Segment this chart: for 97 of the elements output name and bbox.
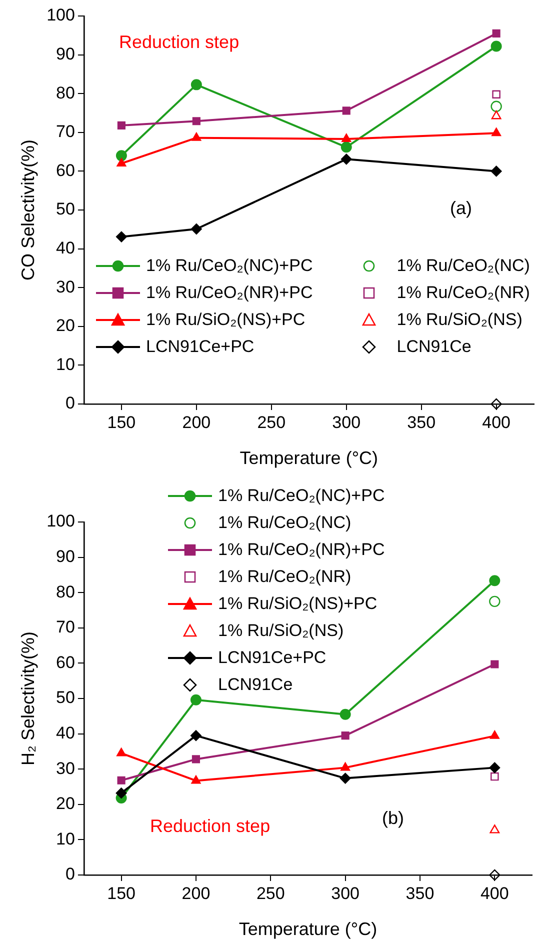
point <box>340 142 352 153</box>
point <box>192 755 200 764</box>
legend-label: 1% Ru/CeO₂(NC) <box>218 512 352 532</box>
point <box>190 224 202 235</box>
x-tick-label: 150 <box>107 884 136 903</box>
point <box>190 694 202 706</box>
y-tick-label: 10 <box>56 829 75 848</box>
x-tick-label: 300 <box>332 412 361 432</box>
x-tick-label: 250 <box>257 412 286 432</box>
x-axis-title: Temperature (°C) <box>240 448 378 468</box>
x-axis-title: Temperature (°C) <box>238 919 378 940</box>
point <box>190 730 202 742</box>
legend-label: 1% Ru/SiO₂(NS) <box>396 310 522 330</box>
y-tick-label: 90 <box>56 44 75 64</box>
point <box>191 775 201 784</box>
y-tick-label: 100 <box>46 6 75 25</box>
annotation: Reduction step <box>119 32 240 53</box>
point <box>340 772 351 784</box>
point <box>490 100 502 112</box>
x-tick-label: 350 <box>407 412 436 432</box>
legend-label: 1% Ru/SiO₂(NS)+PC <box>146 310 306 330</box>
point <box>192 132 202 141</box>
point <box>489 762 500 774</box>
point <box>492 90 500 99</box>
y-tick-label: 30 <box>56 277 75 296</box>
legend-label: LCN91Ce <box>218 674 293 694</box>
legend-label: LCN91Ce+PC <box>146 336 254 356</box>
y-tick-label: 70 <box>56 618 75 637</box>
y-axis-title: H₂ Selectivity(%) <box>18 631 38 766</box>
point <box>489 869 500 881</box>
point <box>490 660 499 668</box>
y-tick-label: 40 <box>56 723 75 742</box>
point <box>490 166 502 177</box>
point <box>490 398 502 410</box>
y-tick-label: 80 <box>56 83 75 102</box>
point <box>342 106 350 115</box>
point <box>489 596 500 608</box>
legend-label: 1% Ru/CeO₂(NC)+PC <box>146 256 313 276</box>
y-tick-label: 50 <box>56 200 75 219</box>
annotation: Reduction step <box>150 816 270 837</box>
y-tick-label: 20 <box>56 794 75 814</box>
y-tick-label: 0 <box>65 864 75 884</box>
y-tick-label: 10 <box>56 354 75 374</box>
point <box>116 150 127 162</box>
point <box>491 110 502 120</box>
y-tick-label: 50 <box>56 688 75 708</box>
y-tick-label: 0 <box>65 394 75 413</box>
point <box>490 824 500 834</box>
x-tick-label: 400 <box>482 412 510 432</box>
point <box>192 117 200 126</box>
annotation: (a) <box>450 198 472 219</box>
point <box>340 154 352 165</box>
x-tick-label: 200 <box>182 412 211 432</box>
point <box>116 158 126 166</box>
point <box>491 128 502 136</box>
point <box>490 772 499 781</box>
legend-label: 1% Ru/SiO₂(NS) <box>218 620 344 640</box>
legend-label: LCN91Ce+PC <box>218 648 326 668</box>
y-tick-label: 20 <box>56 316 75 336</box>
legend-label: 1% Ru/CeO₂(NC) <box>396 256 530 276</box>
legend-label: 1% Ru/CeO₂(NR)+PC <box>146 282 313 302</box>
point <box>116 231 127 242</box>
x-tick-label: 300 <box>331 884 360 903</box>
annotation: (b) <box>382 808 404 829</box>
point <box>190 79 202 90</box>
point <box>341 732 350 740</box>
point <box>490 730 500 739</box>
y-axis-title: CO Selectivity(%) <box>18 139 38 281</box>
legend-label: 1% Ru/SiO₂(NS)+PC <box>218 594 378 614</box>
y-tick-label: 30 <box>56 758 75 778</box>
y-tick-label: 90 <box>56 546 75 566</box>
legend-label: 1% Ru/CeO₂(NR) <box>218 566 352 586</box>
y-tick-label: 60 <box>56 652 75 672</box>
x-tick-label: 150 <box>107 412 136 432</box>
point <box>116 748 126 756</box>
point <box>340 762 350 771</box>
x-tick-label: 400 <box>480 884 509 903</box>
y-tick-label: 80 <box>56 582 75 602</box>
legend-label: 1% Ru/CeO₂(NR)+PC <box>218 540 385 560</box>
legend-label: LCN91Ce <box>396 336 472 356</box>
x-tick-label: 250 <box>256 884 285 903</box>
point <box>490 40 502 52</box>
legend-label: 1% Ru/CeO₂(NR) <box>396 282 530 302</box>
point <box>492 29 500 38</box>
point <box>340 708 351 720</box>
point <box>116 788 127 799</box>
point <box>342 133 352 142</box>
x-tick-label: 200 <box>182 884 210 903</box>
x-tick-label: 350 <box>406 884 434 903</box>
legend-label: 1% Ru/CeO₂(NC)+PC <box>218 486 385 506</box>
point <box>117 776 126 784</box>
y-tick-label: 100 <box>46 512 75 531</box>
y-tick-label: 60 <box>56 160 75 180</box>
point <box>117 121 126 130</box>
y-tick-label: 40 <box>56 238 75 258</box>
y-tick-label: 70 <box>56 122 75 142</box>
point <box>489 575 500 586</box>
